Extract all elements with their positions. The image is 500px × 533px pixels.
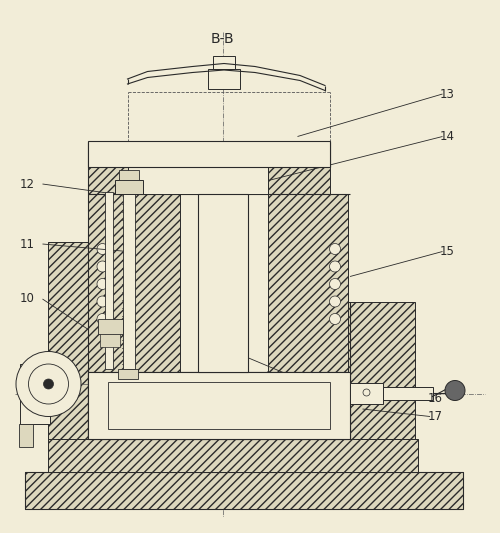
Text: 13: 13 xyxy=(440,87,455,101)
Circle shape xyxy=(97,279,108,289)
Circle shape xyxy=(97,244,108,254)
Bar xyxy=(48,439,418,472)
Bar xyxy=(212,56,235,69)
Bar xyxy=(108,382,330,429)
Circle shape xyxy=(16,351,81,416)
Circle shape xyxy=(330,261,340,272)
Text: 15: 15 xyxy=(440,245,455,258)
Circle shape xyxy=(330,313,340,325)
Bar xyxy=(25,472,462,509)
Bar xyxy=(48,241,88,439)
Circle shape xyxy=(363,389,370,396)
Circle shape xyxy=(330,279,340,289)
Bar xyxy=(19,424,33,447)
Bar xyxy=(88,194,180,372)
Bar xyxy=(118,369,138,379)
Bar xyxy=(350,383,382,404)
Text: 14: 14 xyxy=(440,130,455,143)
Text: 10: 10 xyxy=(20,293,35,305)
Circle shape xyxy=(97,261,108,272)
Bar xyxy=(119,170,139,180)
Circle shape xyxy=(330,244,340,254)
Bar xyxy=(88,166,128,194)
Bar xyxy=(88,141,330,166)
Bar xyxy=(198,194,248,372)
Bar xyxy=(348,302,415,439)
Text: 17: 17 xyxy=(428,410,442,423)
Bar xyxy=(100,334,120,346)
Bar xyxy=(98,319,122,334)
Circle shape xyxy=(28,364,68,404)
Bar xyxy=(128,166,268,194)
Text: 12: 12 xyxy=(20,177,35,190)
Circle shape xyxy=(445,381,465,400)
Circle shape xyxy=(97,296,108,307)
Bar xyxy=(122,191,135,369)
Circle shape xyxy=(97,313,108,325)
Bar xyxy=(382,387,432,400)
Bar xyxy=(268,194,347,372)
Bar xyxy=(208,69,240,89)
Text: B-B: B-B xyxy=(210,32,234,46)
Circle shape xyxy=(44,379,54,389)
Bar xyxy=(88,372,350,439)
Circle shape xyxy=(330,296,340,307)
Text: 16: 16 xyxy=(428,392,442,406)
Bar xyxy=(115,180,142,194)
Bar xyxy=(20,364,50,424)
Bar xyxy=(105,191,112,369)
Text: 11: 11 xyxy=(20,238,35,251)
Bar xyxy=(268,166,330,194)
